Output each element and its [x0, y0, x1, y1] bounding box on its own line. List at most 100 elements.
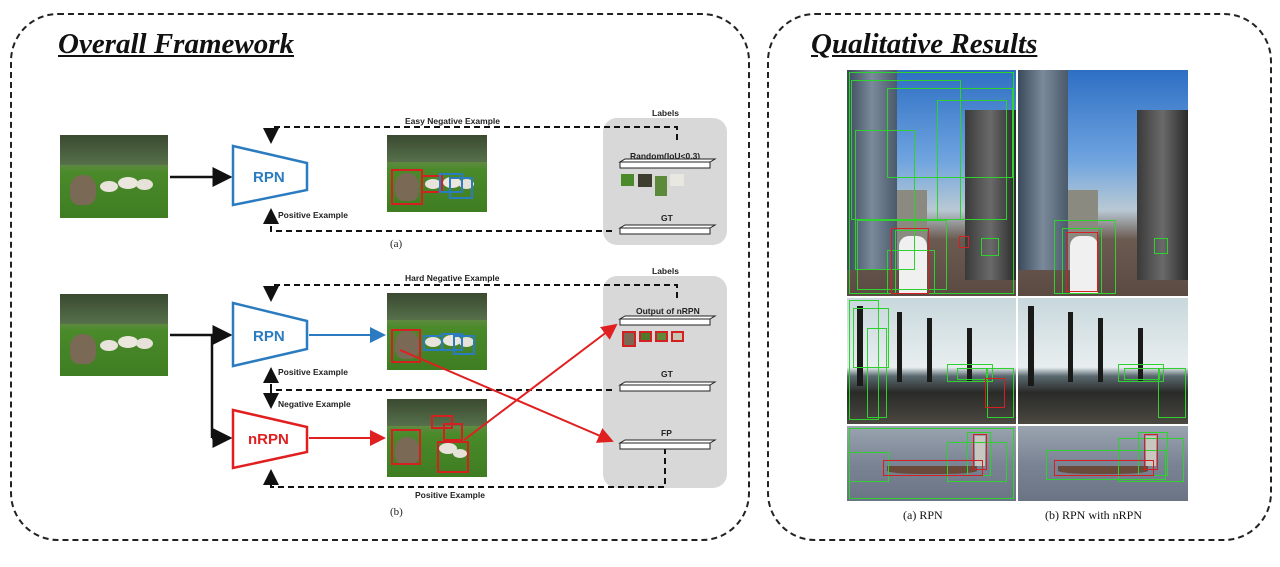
palm-result-nrpn	[1018, 298, 1188, 424]
detection-box	[947, 364, 993, 382]
label-output-nrpn: Output of nRPN	[636, 306, 700, 316]
rpn-positive-box	[439, 173, 463, 193]
positive-arrow-a	[263, 208, 612, 232]
fp-arrow	[399, 349, 614, 443]
building	[965, 110, 1016, 280]
nrpn-box	[431, 415, 453, 429]
detection-box	[1154, 238, 1168, 254]
person	[1146, 436, 1156, 466]
nrpn-positive-arrow	[263, 448, 666, 488]
qualitative-results-panel	[767, 13, 1272, 541]
random-crop	[621, 174, 634, 186]
detection-box	[867, 328, 887, 418]
sheep-shape	[439, 443, 457, 454]
nrpn-label: nRPN	[248, 431, 289, 448]
person	[899, 236, 927, 294]
input-image-b	[60, 294, 168, 376]
detection-box	[855, 130, 915, 270]
detection-box-red	[1144, 434, 1158, 470]
detection-box	[887, 88, 1013, 178]
person	[975, 436, 985, 466]
detection-box	[853, 308, 889, 368]
nrpn-trapezoid	[231, 408, 309, 470]
detection-box	[947, 442, 1007, 482]
detection-box	[849, 452, 889, 482]
detection-box-red	[883, 460, 983, 476]
sheep-shape	[100, 340, 118, 351]
caption-rpn: (a) RPN	[903, 508, 943, 522]
person	[1070, 236, 1098, 294]
label-bar-fp-front	[619, 442, 711, 450]
detection-box	[981, 238, 999, 256]
palm-tree	[1068, 312, 1073, 382]
palm-tree	[967, 328, 972, 382]
label-bar-gt-a-front	[619, 227, 711, 235]
sheep-shape	[136, 338, 153, 349]
nrpn-crop	[639, 331, 652, 342]
tree-line	[60, 294, 168, 324]
palm-tree	[897, 312, 902, 382]
qualitative-results-title: Qualitative Results	[811, 28, 1038, 60]
rpn-output-image-a	[387, 135, 487, 212]
nrpn-crop	[671, 331, 684, 342]
nrpn-crop	[655, 331, 668, 342]
nrpn-box	[391, 429, 421, 465]
hard-negative-label: Hard Negative Example	[405, 273, 500, 283]
random-crop	[638, 174, 652, 187]
detection-box-red	[959, 236, 969, 248]
overall-framework-title: Overall Framework	[58, 28, 295, 60]
random-crop	[655, 176, 667, 196]
rock-shape	[395, 173, 419, 201]
boat	[887, 466, 977, 474]
detection-box	[857, 220, 947, 290]
input-image-a	[60, 135, 168, 218]
sheep-shape	[100, 181, 118, 192]
rpn-label-b: RPN	[253, 328, 285, 345]
detection-box	[1158, 368, 1186, 418]
city-result-rpn	[847, 70, 1016, 296]
label-bar-random-front	[619, 161, 711, 169]
label-gt-b: GT	[661, 369, 673, 379]
palm-tree	[927, 318, 932, 382]
nrpn-output-image	[387, 399, 487, 477]
tree-line	[387, 293, 487, 320]
sheep-shape	[118, 177, 138, 189]
boat-result-rpn	[847, 426, 1016, 501]
detection-box-red	[1066, 232, 1098, 292]
rock-shape	[70, 175, 96, 205]
detection-box-red	[891, 228, 929, 294]
sheep-shape	[443, 177, 461, 188]
palm-tree	[857, 306, 863, 386]
nrpn-box	[437, 441, 469, 473]
label-bar-output-front	[619, 318, 711, 326]
detection-box-red	[973, 434, 987, 470]
sheep-shape	[443, 335, 461, 346]
easy-negative-arrow	[263, 126, 678, 144]
random-crop	[670, 174, 684, 186]
detection-box	[937, 100, 1007, 220]
label-bar-gt-b-front	[619, 384, 711, 392]
sheep-shape	[453, 449, 467, 458]
rpn-positive-box	[421, 175, 443, 193]
boat-result-nrpn	[1018, 426, 1188, 501]
city-result-nrpn	[1018, 70, 1188, 296]
palm-tree	[1138, 328, 1143, 382]
overall-framework-panel	[10, 13, 750, 541]
rpn-trapezoid-b	[231, 301, 309, 368]
rpn-label-a: RPN	[253, 169, 285, 186]
caption-rpn-with-nrpn: (b) RPN with nRPN	[1045, 508, 1143, 522]
label-fp: FP	[661, 428, 672, 438]
detection-box	[1124, 368, 1160, 380]
detection-box	[987, 368, 1014, 418]
negative-example-label: Negative Example	[278, 399, 351, 409]
detection-box	[851, 80, 961, 220]
sheep-shape	[425, 179, 441, 189]
rpn-positive-box	[441, 333, 463, 351]
sheep-shape	[136, 179, 153, 190]
nrpn-crop	[622, 331, 636, 347]
rpn-positive-box	[449, 177, 473, 199]
sheep-shape	[425, 337, 441, 347]
nrpn-positive-label: Positive Example	[415, 490, 485, 500]
sheep-shape	[459, 179, 474, 189]
